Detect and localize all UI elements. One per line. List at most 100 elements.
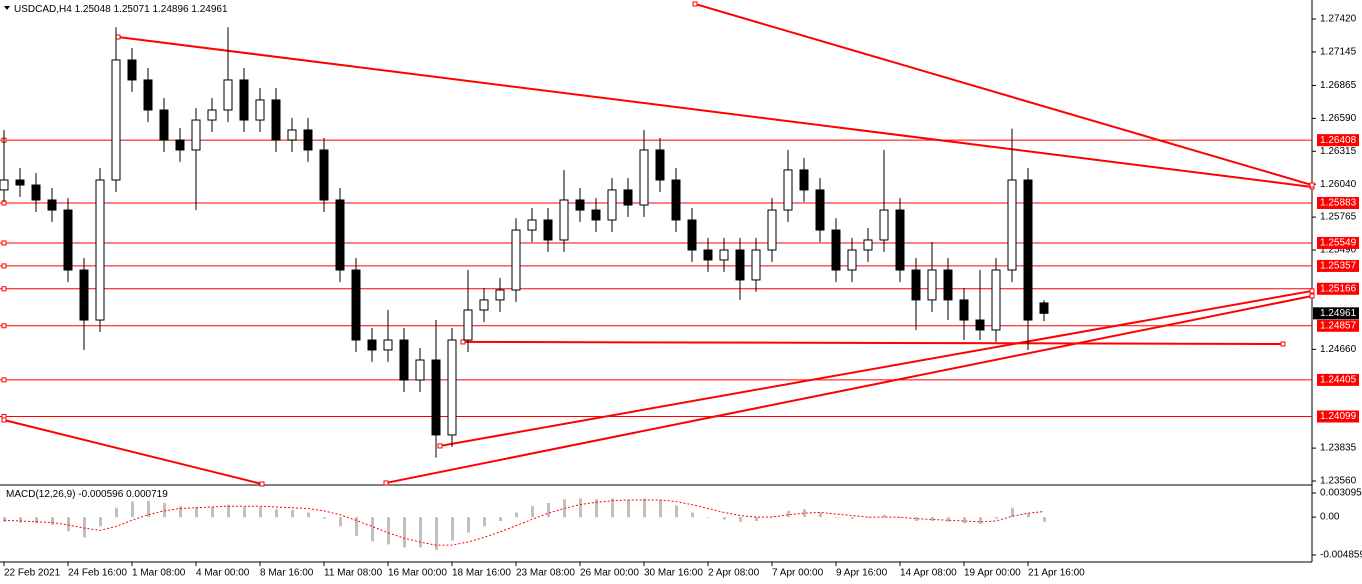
macd-bar	[915, 517, 918, 521]
macd-bar	[131, 501, 134, 518]
candle-body	[0, 179, 9, 191]
macd-bar	[259, 506, 262, 518]
macd-bar	[787, 510, 790, 518]
x-tick-label: 26 Mar 00:00	[580, 568, 639, 579]
level-label: 1.26408	[1320, 135, 1357, 146]
macd-bar	[963, 517, 966, 524]
x-tick-label: 22 Feb 2021	[4, 568, 61, 579]
candle-body	[991, 269, 1001, 331]
trend-anchor	[1280, 341, 1286, 347]
macd-bar	[675, 505, 678, 518]
macd-bar	[867, 517, 870, 518]
candle-body	[47, 199, 57, 211]
candle-body	[335, 199, 345, 271]
macd-bar	[947, 517, 950, 522]
level-label: 1.25549	[1320, 238, 1357, 249]
candle-body	[895, 209, 905, 271]
candle-body	[111, 59, 121, 181]
last-high: 1.25071	[114, 4, 151, 15]
candle-body	[559, 199, 569, 241]
level-label-bg	[1317, 196, 1359, 209]
macd-bar	[99, 517, 102, 527]
main-title: USDCAD,H4 1.25048 1.25071 1.24896 1.2496…	[14, 4, 228, 15]
macd-bar	[707, 517, 710, 518]
macd-bar	[483, 517, 486, 527]
candle-body	[607, 189, 617, 221]
candle-body	[239, 79, 249, 121]
trend-anchor	[1, 417, 7, 423]
macd-bar	[739, 517, 742, 522]
macd-bar	[211, 506, 214, 518]
level-label: 1.24405	[1320, 375, 1357, 386]
candle-body	[623, 189, 633, 206]
candle-body	[863, 239, 873, 251]
y-tick-label: 0.00	[1320, 512, 1340, 523]
x-tick-label: 8 Mar 16:00	[260, 568, 314, 579]
y-tick-label: 1.27145	[1320, 47, 1357, 58]
signal-last: 0.000719	[126, 489, 168, 500]
menu-icon[interactable]	[4, 6, 10, 10]
candle-body	[927, 269, 937, 301]
macd-bar	[643, 498, 646, 518]
candle-body	[255, 99, 265, 121]
trend-anchor	[1309, 288, 1315, 294]
candle-body	[367, 339, 377, 351]
trend-line	[385, 294, 1313, 484]
trend-anchor	[259, 481, 265, 487]
level-marker	[1, 377, 7, 383]
level-marker	[1, 323, 7, 329]
candle-body	[703, 249, 713, 261]
candle-body	[159, 109, 169, 141]
macd-bar	[723, 517, 726, 520]
candle-body	[767, 209, 777, 251]
candle-body	[831, 229, 841, 271]
candle-body	[63, 209, 73, 271]
current-price-bg	[1313, 307, 1359, 320]
trend-anchor	[115, 34, 121, 40]
candle-body	[191, 119, 201, 151]
candle-body	[319, 149, 329, 201]
level-label-bg	[1317, 134, 1359, 147]
candle-body	[415, 359, 425, 381]
x-tick-label: 21 Apr 16:00	[1028, 568, 1085, 579]
candle-body	[543, 219, 553, 241]
y-tick-label: 1.25490	[1320, 245, 1357, 256]
candle-body	[15, 179, 25, 186]
macd-bar	[147, 500, 150, 518]
macd-bar	[771, 516, 774, 518]
macd-bar	[179, 506, 182, 518]
last-low: 1.24896	[152, 4, 189, 15]
candle-body	[383, 339, 393, 351]
candle-body	[591, 209, 601, 221]
current-price-label: 1.24961	[1320, 308, 1357, 319]
last-close: 1.24961	[191, 4, 228, 15]
candle-body	[911, 269, 921, 301]
x-tick-label: 2 Apr 08:00	[708, 568, 760, 579]
macd-bar	[627, 499, 630, 518]
macd-bar	[883, 514, 886, 518]
candle-body	[671, 179, 681, 221]
macd-bar	[339, 517, 342, 527]
candle-body	[799, 169, 809, 191]
x-tick-label: 1 Mar 08:00	[132, 568, 186, 579]
candle-body	[975, 319, 985, 331]
macd-bar	[611, 498, 614, 518]
macd-bar	[851, 517, 854, 519]
level-label-bg	[1317, 282, 1359, 295]
macd-bar	[307, 512, 310, 518]
candle-body	[175, 139, 185, 151]
trend-anchor	[437, 443, 443, 449]
y-tick-label: 1.27420	[1320, 14, 1357, 25]
trend-line	[117, 35, 1313, 188]
trend-line	[462, 340, 1284, 345]
level-marker	[1, 263, 7, 269]
candle-body	[447, 339, 457, 436]
macd-bar	[579, 498, 582, 518]
macd-bar	[195, 506, 198, 518]
level-label: 1.24857	[1320, 320, 1357, 331]
trend-anchor	[383, 480, 389, 486]
x-tick-label: 11 Mar 08:00	[324, 568, 383, 579]
y-tick-label: 1.26040	[1320, 179, 1357, 190]
candle-body	[1039, 302, 1049, 314]
